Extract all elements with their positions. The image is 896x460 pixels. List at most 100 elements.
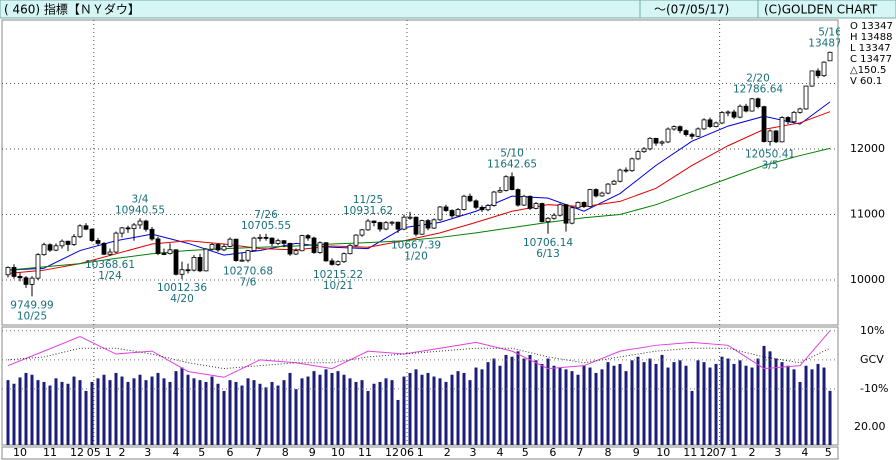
annotation-value: 10368.61 [85, 259, 135, 271]
candle-body [71, 236, 77, 245]
volume-bar [750, 367, 754, 445]
header-bar [0, 0, 896, 19]
annotation-value: 10706.14 [523, 237, 573, 249]
volume-bar [558, 367, 562, 445]
x-tick-label: 5 [198, 446, 205, 459]
x-tick-label: 11 [683, 446, 697, 459]
x-tick-label: 10 [656, 446, 670, 459]
volume-bar [588, 367, 592, 445]
candle-body [473, 200, 479, 208]
annotation-value: 9749.99 [10, 299, 53, 311]
volume-bar [474, 367, 478, 445]
candle-body [521, 195, 527, 206]
candle-body [707, 119, 713, 127]
x-tick-label: 11 [43, 446, 57, 459]
volume-bar [444, 381, 448, 445]
x-tick-label: 12 [385, 446, 399, 459]
candle-body [557, 204, 563, 216]
candle-body [581, 201, 587, 207]
candle-body [35, 254, 41, 279]
annotation-date: 11/25 [353, 194, 383, 206]
candle-body [395, 221, 401, 230]
candle-body [695, 128, 701, 137]
x-tick-label: 10 [331, 446, 345, 459]
annotation-value: 12050.41 [745, 149, 795, 161]
candle-body [113, 232, 119, 253]
candle-body [305, 235, 311, 239]
candle-body [269, 237, 275, 244]
volume-bar [666, 367, 670, 445]
candle-body [533, 203, 539, 209]
candle-body [173, 249, 179, 275]
annotation-date: 4/20 [170, 293, 194, 305]
candle-body [83, 225, 89, 230]
candle-body [29, 277, 35, 285]
x-tick-label: 9 [309, 446, 316, 459]
annotation-value: 10705.55 [241, 220, 291, 232]
candle-body [551, 214, 557, 219]
candle-body [809, 70, 815, 87]
volume-bar [624, 371, 628, 445]
volume-bar [348, 378, 352, 445]
volume-bar [804, 365, 808, 445]
annotation-date: 3/5 [762, 160, 779, 172]
candle-body [323, 242, 329, 262]
volume-bar [186, 374, 190, 445]
volume-bar [138, 374, 142, 445]
volume-bar [306, 376, 310, 445]
x-tick-label: 7 [576, 446, 583, 459]
annotation-value: 11642.65 [487, 158, 537, 170]
volume-bar [174, 371, 178, 445]
volume-bar [648, 358, 652, 445]
candle-body [779, 117, 785, 143]
x-tick-label: 3 [774, 446, 781, 459]
candle-body [335, 261, 341, 265]
annotation-date: 5/10 [500, 147, 524, 159]
volume-bar [366, 390, 370, 445]
volume-bar [570, 371, 574, 445]
candle-body [605, 183, 611, 194]
volume-bar [252, 380, 256, 445]
candle-body [359, 229, 365, 236]
candle-body [713, 122, 719, 127]
candle-body [515, 189, 521, 206]
volume-bar [264, 387, 268, 445]
candle-body [197, 257, 203, 272]
candle-body [281, 240, 287, 244]
candle-body [23, 277, 29, 285]
volume-bar [294, 389, 298, 445]
x-tick-label: 2 [119, 446, 126, 459]
candle-body [317, 242, 323, 253]
candle-body [89, 228, 95, 241]
candle-body [461, 195, 467, 210]
candle-body [731, 111, 737, 118]
x-tick-label: 2 [749, 446, 756, 459]
candle-body [701, 119, 707, 130]
candle-body [137, 220, 143, 226]
volume-bar [414, 369, 418, 445]
candle-body [203, 248, 209, 272]
volume-bar [156, 372, 160, 445]
volume-bar [210, 376, 214, 445]
x-tick-label: 5 [825, 446, 832, 459]
volume-bar [540, 363, 544, 445]
volume-bar [798, 381, 802, 445]
volume-bar [246, 378, 250, 445]
volume-bar [36, 380, 40, 445]
volume-bar [240, 385, 244, 445]
volume-bar [564, 369, 568, 445]
candle-body [479, 206, 485, 211]
candle-body [437, 206, 443, 221]
volume-bar [12, 383, 16, 445]
x-tick-label: 12 [699, 446, 713, 459]
candle-body [425, 220, 431, 229]
candle-body [275, 240, 281, 244]
volume-bar [696, 360, 700, 445]
volume-bar [54, 378, 58, 445]
gcv-line [7, 347, 831, 370]
candle-body [671, 126, 677, 130]
candle-body [767, 130, 773, 142]
x-tick-label: 1 [731, 446, 738, 459]
volume-bar [222, 390, 226, 445]
volume-bar [324, 369, 328, 445]
